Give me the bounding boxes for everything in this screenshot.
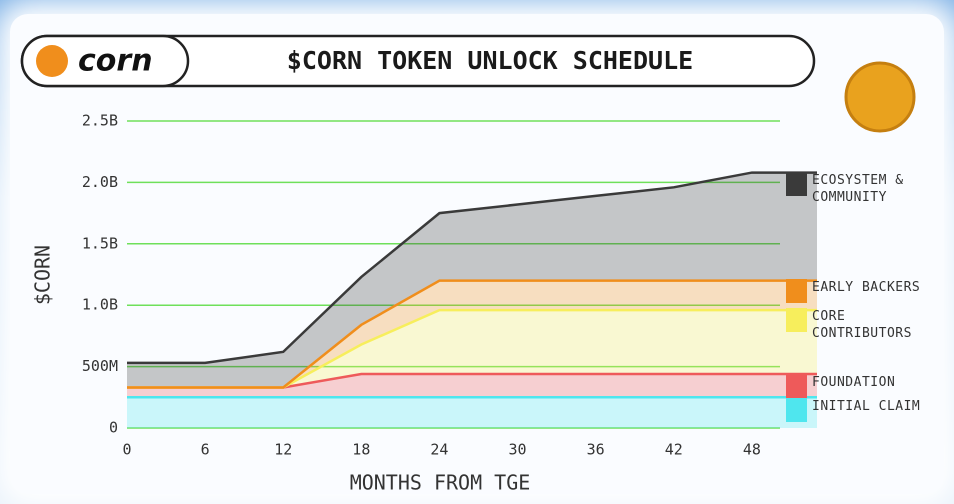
screen: corn $CORN TOKEN UNLOCK SCHEDULE MONTHS … (0, 0, 954, 504)
corn-badge (846, 63, 914, 131)
legend-swatch (786, 308, 807, 332)
chart: corn $CORN TOKEN UNLOCK SCHEDULE MONTHS … (0, 0, 954, 504)
y-tick-label: 0 (109, 419, 118, 437)
x-tick-label: 24 (430, 441, 448, 459)
y-tick-label: 2.0B (82, 173, 118, 191)
legend-label: FOUNDATION (812, 374, 947, 391)
legend-label: EARLY BACKERS (812, 279, 947, 296)
y-tick-label: 1.5B (82, 234, 118, 252)
legend-label: ECOSYSTEM & COMMUNITY (812, 172, 947, 206)
x-tick-label: 36 (587, 441, 605, 459)
legend-swatch (786, 374, 807, 398)
y-axis-label: $CORN (31, 245, 55, 305)
logo-icon (36, 45, 68, 77)
legend-swatch (786, 172, 807, 196)
legend-label: CORE CONTRIBUTORS (812, 308, 947, 342)
chart-title: $CORN TOKEN UNLOCK SCHEDULE (287, 46, 693, 75)
x-tick-label: 0 (122, 441, 131, 459)
x-axis-label: MONTHS FROM TGE (350, 471, 531, 495)
x-tick-label: 12 (274, 441, 292, 459)
area-fill (127, 397, 817, 428)
x-tick-label: 18 (352, 441, 370, 459)
x-tick-label: 42 (665, 441, 683, 459)
y-tick-label: 2.5B (82, 112, 118, 130)
x-tick-label: 30 (509, 441, 527, 459)
logo-text: corn (78, 44, 153, 79)
y-tick-label: 1.0B (82, 296, 118, 314)
legend-label: INITIAL CLAIM (812, 398, 947, 415)
y-tick-label: 500M (82, 357, 118, 375)
x-tick-label: 48 (743, 441, 761, 459)
legend-swatch (786, 398, 807, 422)
x-tick-label: 6 (201, 441, 210, 459)
legend-swatch (786, 279, 807, 303)
